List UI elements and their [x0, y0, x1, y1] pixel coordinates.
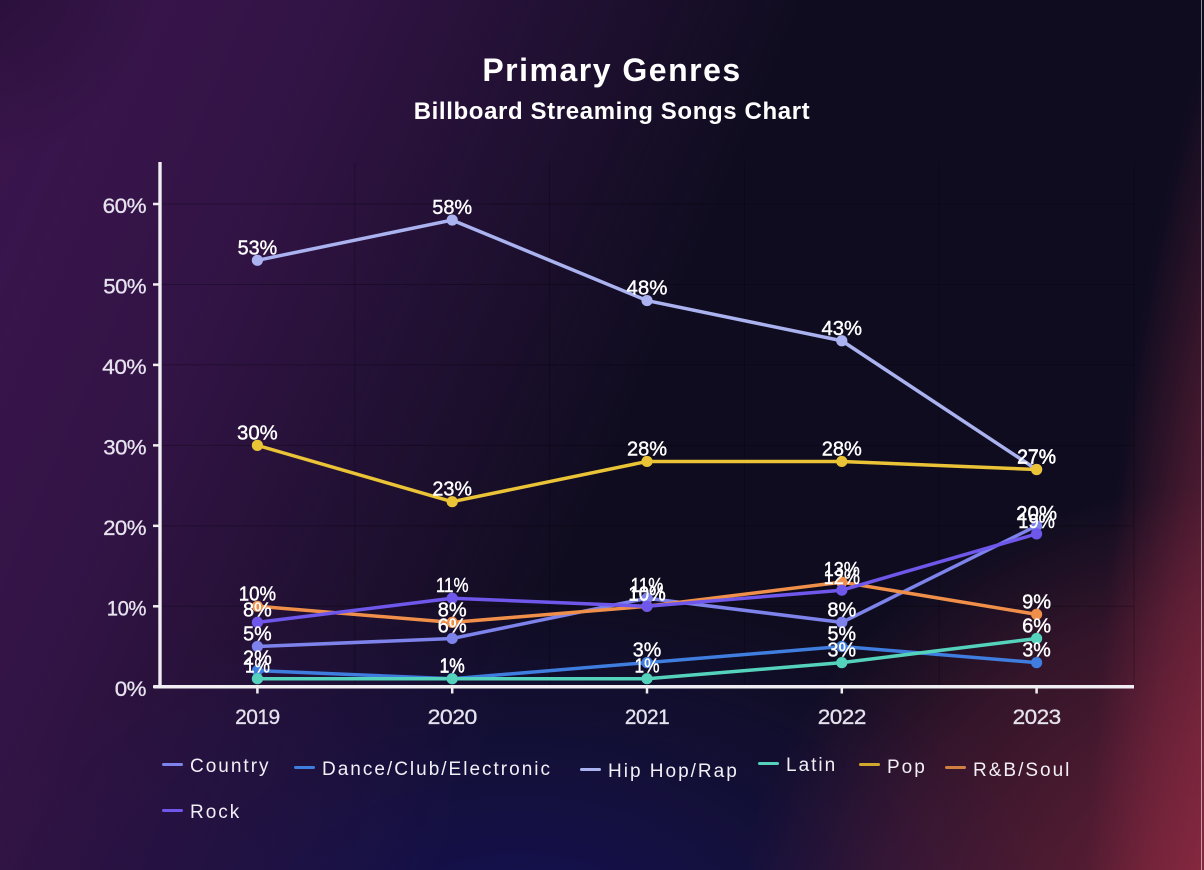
svg-text:28%: 28% — [627, 438, 667, 460]
svg-text:30%: 30% — [103, 436, 146, 459]
svg-text:5%: 5% — [243, 624, 272, 646]
svg-text:50%: 50% — [103, 275, 146, 298]
svg-text:9%: 9% — [1022, 591, 1051, 613]
svg-text:48%: 48% — [627, 278, 668, 300]
svg-text:13%: 13% — [824, 559, 860, 581]
svg-text:10%: 10% — [628, 583, 666, 605]
svg-text:3%: 3% — [633, 640, 662, 662]
svg-text:5%: 5% — [828, 624, 857, 646]
svg-text:30%: 30% — [237, 422, 278, 444]
svg-text:2021: 2021 — [625, 706, 669, 729]
svg-text:8%: 8% — [243, 599, 272, 621]
svg-text:27%: 27% — [1017, 447, 1056, 469]
svg-text:43%: 43% — [822, 318, 863, 340]
svg-text:8%: 8% — [438, 599, 467, 621]
svg-text:3%: 3% — [1022, 640, 1051, 662]
svg-text:20%: 20% — [103, 517, 146, 540]
svg-text:20%: 20% — [1016, 503, 1057, 525]
svg-text:60%: 60% — [103, 195, 146, 218]
svg-text:1%: 1% — [634, 656, 659, 678]
svg-text:2020: 2020 — [428, 706, 477, 729]
svg-text:6%: 6% — [1022, 615, 1051, 637]
svg-text:6%: 6% — [438, 615, 467, 637]
svg-text:40%: 40% — [102, 356, 146, 379]
svg-text:10%: 10% — [107, 597, 146, 620]
svg-text:0%: 0% — [115, 678, 146, 701]
svg-text:2%: 2% — [243, 648, 272, 670]
svg-text:12%: 12% — [824, 567, 860, 589]
svg-text:23%: 23% — [432, 479, 472, 501]
svg-text:19%: 19% — [1018, 511, 1055, 533]
svg-text:53%: 53% — [238, 237, 278, 259]
svg-text:27%: 27% — [1017, 447, 1056, 469]
svg-text:2019: 2019 — [235, 706, 280, 729]
svg-text:1%: 1% — [245, 656, 270, 678]
svg-text:3%: 3% — [828, 640, 857, 662]
svg-text:8%: 8% — [827, 599, 856, 621]
svg-text:58%: 58% — [432, 197, 472, 219]
svg-text:2022: 2022 — [818, 706, 866, 729]
svg-text:11%: 11% — [436, 575, 469, 597]
svg-text:1%: 1% — [440, 656, 465, 678]
svg-text:1%: 1% — [440, 656, 465, 678]
svg-text:28%: 28% — [822, 438, 862, 460]
svg-text:2023: 2023 — [1013, 706, 1061, 729]
svg-text:10%: 10% — [628, 583, 666, 605]
svg-text:11%: 11% — [631, 575, 664, 597]
svg-text:10%: 10% — [239, 583, 277, 605]
